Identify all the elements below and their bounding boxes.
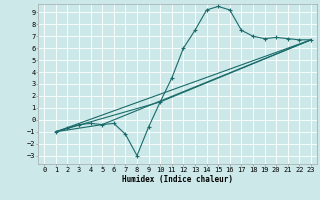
X-axis label: Humidex (Indice chaleur): Humidex (Indice chaleur) xyxy=(122,175,233,184)
